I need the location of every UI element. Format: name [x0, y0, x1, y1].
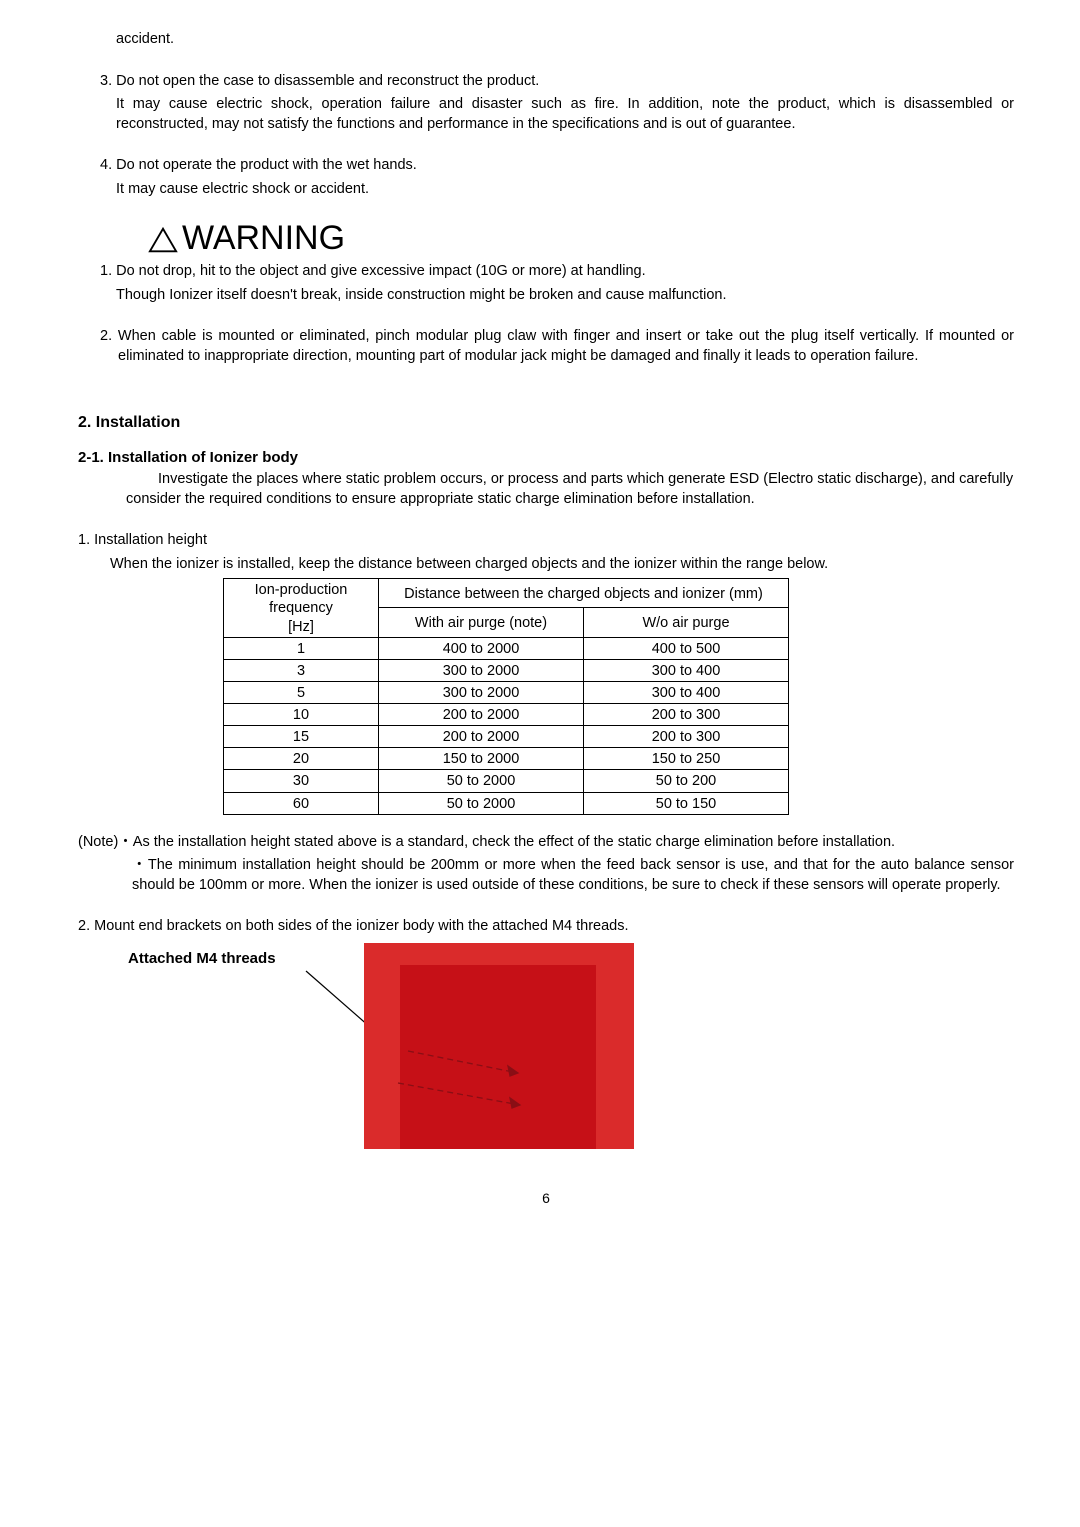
th-wo-purge: W/o air purge	[584, 608, 789, 637]
figure-arrows-icon	[380, 1011, 610, 1131]
step1-body: When the ionizer is installed, keep the …	[78, 555, 1014, 575]
note-line1: (Note)・As the installation height stated…	[78, 833, 1014, 853]
installation-table: Ion-production frequency [Hz] Distance b…	[223, 578, 789, 814]
step2-text: 2. Mount end brackets on both sides of t…	[78, 917, 1014, 937]
note-line2: ・The minimum installation height should …	[78, 856, 1014, 895]
th-dist: Distance between the charged objects and…	[379, 579, 789, 608]
intro-item4-body: It may cause electric shock or accident.	[116, 180, 1014, 200]
table-row: 1400 to 2000400 to 500	[224, 637, 789, 659]
warn-item1-body: Though Ionizer itself doesn't break, ins…	[116, 286, 1014, 306]
subsection-heading: 2-1. Installation of Ionizer body	[78, 448, 1014, 468]
table-row: 15200 to 2000200 to 300	[224, 726, 789, 748]
table-row: 20150 to 2000150 to 250	[224, 748, 789, 770]
warn-item1-head: 1. Do not drop, hit to the object and gi…	[100, 262, 1014, 282]
intro-item3-body: It may cause electric shock, operation f…	[116, 95, 1014, 134]
th-freq: Ion-production frequency [Hz]	[224, 579, 379, 637]
table-row: 10200 to 2000200 to 300	[224, 704, 789, 726]
page-number: 6	[78, 1189, 1014, 1208]
table-row: 3300 to 2000300 to 400	[224, 659, 789, 681]
table-row: 6050 to 200050 to 150	[224, 792, 789, 814]
subsection-body: Investigate the places where static prob…	[126, 470, 1014, 509]
section-heading: 2. Installation	[78, 412, 1014, 434]
figure-m4-threads: Attached M4 threads	[78, 941, 1014, 1161]
intro-item3-head: 3. Do not open the case to disassemble a…	[100, 72, 1014, 92]
warning-heading: WARNING	[148, 221, 345, 255]
warning-triangle-icon	[148, 225, 178, 255]
figure-label: Attached M4 threads	[128, 949, 276, 969]
intro-item4-head: 4. Do not operate the product with the w…	[100, 156, 1014, 176]
warn-item2: 2. When cable is mounted or eliminated, …	[100, 327, 1014, 366]
table-row: 5300 to 2000300 to 400	[224, 681, 789, 703]
step1-head: 1. Installation height	[78, 531, 1014, 551]
accident-text: accident.	[116, 30, 1014, 50]
table-row: 3050 to 200050 to 200	[224, 770, 789, 792]
th-with-purge: With air purge (note)	[379, 608, 584, 637]
warning-title-text: WARNING	[182, 221, 345, 255]
